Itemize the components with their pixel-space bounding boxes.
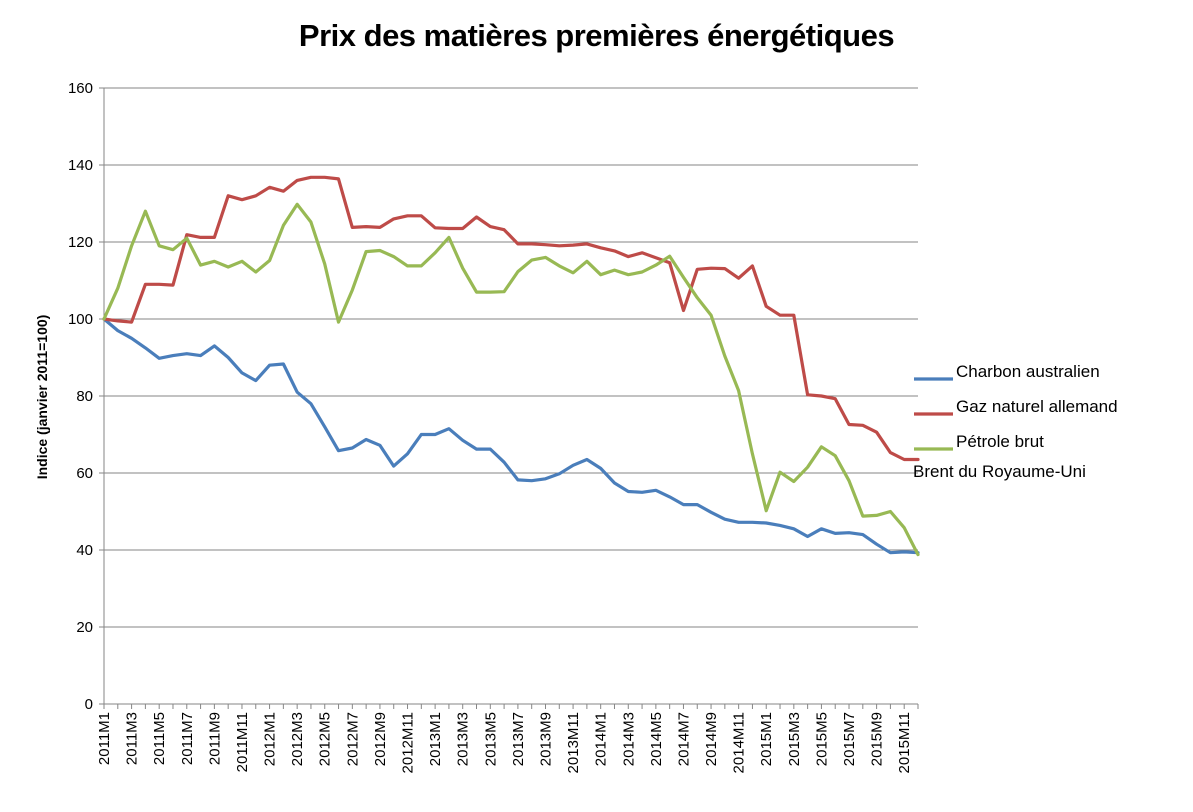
x-tick-label: 2013M3 xyxy=(455,712,472,766)
x-tick-label: 2015M1 xyxy=(758,712,775,766)
x-tick-label: 2011M5 xyxy=(151,712,168,765)
axes: 0 20 40 60 80 100 120 140 160 2011M1 2011M3 2011M5 2… xyxy=(68,80,919,773)
x-tick-label: 2014M7 xyxy=(675,712,692,766)
x-tick-label: 2012M9 xyxy=(372,712,389,766)
x-tick-label: 2015M11 xyxy=(896,712,913,773)
y-tick-label: 20 xyxy=(76,619,93,636)
x-tick-label: 2014M1 xyxy=(593,712,610,766)
series-line-1 xyxy=(102,317,920,555)
x-tick-label: 2013M5 xyxy=(482,712,499,766)
x-tick-label: 2012M7 xyxy=(344,712,361,766)
x-tick-label: 2012M5 xyxy=(317,712,334,766)
x-tick-label: 2015M7 xyxy=(841,712,858,766)
y-tick-label: 40 xyxy=(76,542,93,559)
series-line-2 xyxy=(102,175,920,462)
x-tick-label: 2013M9 xyxy=(537,712,554,766)
x-tick-label: 2011M11 xyxy=(234,712,251,772)
legend-label-3-line2: Brent du Royaume-Uni xyxy=(913,462,1086,481)
x-tick-label: 2012M1 xyxy=(262,712,279,766)
y-axis-label: Indice (janvier 2011=100) xyxy=(34,315,50,480)
legend-label-1: Charbon australien xyxy=(956,362,1100,381)
legend-label-2: Gaz naturel allemand xyxy=(956,397,1118,416)
y-tick-label: 140 xyxy=(68,157,93,174)
x-tick-label: 2013M1 xyxy=(427,712,444,766)
x-tick-label: 2014M11 xyxy=(731,712,748,773)
series-lines xyxy=(102,175,920,557)
x-tick-label: 2014M3 xyxy=(620,712,637,766)
legend-label-3: Pétrole brut xyxy=(956,432,1044,451)
y-tick-label: 80 xyxy=(76,388,93,405)
y-tick-label: 120 xyxy=(68,234,93,251)
y-tick-label: 60 xyxy=(76,465,93,482)
y-tick-label: 160 xyxy=(68,80,93,97)
x-tick-label: 2012M11 xyxy=(400,712,417,773)
chart-title: Prix des matières premières énergétiques xyxy=(298,18,895,53)
x-tick-label: 2011M1 xyxy=(96,712,113,765)
x-tick-label: 2011M7 xyxy=(179,712,196,765)
x-tick-label: 2011M9 xyxy=(206,712,223,765)
x-tick-label: 2015M3 xyxy=(786,712,803,766)
x-tick-label: 2014M5 xyxy=(648,712,665,766)
x-tick-label: 2013M7 xyxy=(510,712,527,766)
series-line-3 xyxy=(102,202,920,557)
x-tick-label: 2014M9 xyxy=(703,712,720,766)
x-tick-label: 2011M3 xyxy=(124,712,141,765)
x-tick-label: 2012M3 xyxy=(289,712,306,766)
y-tick-label: 100 xyxy=(68,311,93,328)
y-tick-label: 0 xyxy=(85,696,93,713)
x-tick-label: 2015M9 xyxy=(869,712,886,766)
x-tick-label: 2015M5 xyxy=(813,712,830,766)
legend: Charbon australien Gaz naturel allemand Pé… xyxy=(913,362,1118,481)
x-tick-label: 2013M11 xyxy=(565,712,582,773)
